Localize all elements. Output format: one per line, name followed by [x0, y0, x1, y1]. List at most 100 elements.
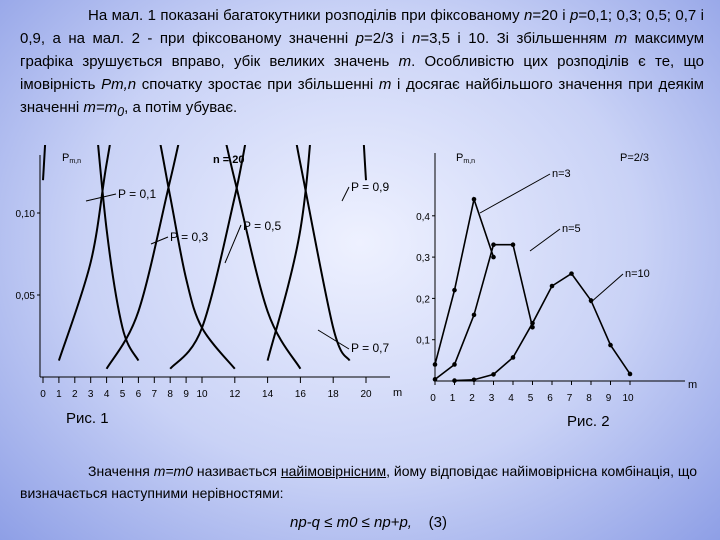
data-point: [510, 242, 516, 248]
x-tick-label: 8: [167, 389, 173, 400]
x-tick-label: 3: [489, 393, 495, 404]
label-leader: [479, 173, 551, 214]
label-leader: [150, 236, 169, 245]
data-point: [510, 355, 516, 360]
curve-label-p09: P = 0,9: [351, 180, 389, 194]
definition-paragraph: Значення m=m0 називається найімовірнісни…: [20, 463, 698, 501]
series-line-1: [434, 243, 534, 380]
data-point: [452, 287, 457, 293]
curve-label-p03: P = 0,3: [170, 230, 208, 244]
figure-2-chart: 0 1 2 3 4 5 6 7 8 9 10 0,1 0,2 0,3 0,4 Pm,n P=2/3 m n=…: [416, 152, 697, 404]
text: =3,5 і 10. Зі збільшенням: [420, 30, 615, 47]
series-line-1: [57, 145, 236, 370]
data-point: [530, 320, 535, 326]
data-point: [471, 196, 477, 202]
var-m: m: [614, 30, 628, 47]
label-leader: [317, 329, 350, 350]
label-leader: [589, 273, 624, 304]
intro-paragraph: На мал. 1 показані багатокутники розподі…: [20, 4, 704, 124]
y-tick-label: 0,10: [16, 209, 36, 220]
x-tick-label: 5: [120, 389, 126, 400]
figure-2-caption: Рис. 2: [567, 413, 610, 430]
x-tick-label: 9: [606, 393, 612, 404]
series-line-3: [169, 145, 351, 370]
formula-number: (3): [428, 514, 447, 531]
chart-title: P=2/3: [620, 152, 649, 164]
data-point: [432, 362, 438, 367]
curve-label-n5: n=5: [562, 223, 581, 235]
data-point: [471, 312, 477, 318]
figure-1-chart: 01234567891012141618200,050,100,150,200,…: [16, 145, 402, 400]
var-p: p: [569, 7, 579, 24]
text: . Особливістю цих розподілів є те, що ім…: [20, 53, 704, 93]
var-pmn: Pm,n: [101, 76, 137, 93]
text: спочатку зростає при збільшенні: [136, 76, 379, 93]
var-m0: m=m0: [153, 463, 193, 479]
data-point: [491, 372, 496, 377]
var-m: m: [398, 53, 412, 70]
y-tick-label: 0,1: [416, 336, 430, 347]
x-tick-label: 0: [40, 389, 46, 400]
x-tick-label: 7: [567, 393, 573, 404]
formula-expression: np-q ≤ m0 ≤ np+p,: [290, 514, 412, 531]
var-p: p: [355, 30, 365, 47]
x-tick-label: 6: [547, 393, 553, 404]
x-tick-label: 14: [262, 389, 274, 400]
series-line-4: [266, 145, 367, 361]
data-point: [569, 271, 574, 276]
figure-2-axes: 0 1 2 3 4 5 6 7 8 9 10 0,1 0,2 0,3 0,4: [416, 153, 685, 404]
chart-title: n = 20: [213, 154, 245, 166]
x-tick-label: 7: [152, 389, 158, 400]
curve-label-p07: P = 0,7: [351, 341, 389, 355]
x-tick-label: 2: [72, 389, 78, 400]
x-tick-label: 3: [88, 389, 94, 400]
var-m-eq: m=m0: [83, 99, 125, 119]
data-point: [491, 254, 496, 260]
y-tick-label: 0,4: [416, 212, 430, 223]
x-tick-label: 16: [295, 389, 307, 400]
label-leader: [85, 193, 117, 202]
data-point: [452, 362, 457, 367]
curve-label-n3: n=3: [552, 168, 571, 180]
x-tick-label: 8: [586, 393, 592, 404]
series-line-2: [454, 272, 631, 382]
underlined-term: найімовірнісним: [280, 463, 387, 479]
y-tick-label: 0,3: [416, 253, 430, 264]
text: =2/3 і: [364, 30, 412, 47]
data-point: [491, 242, 496, 248]
series-line-0: [434, 196, 495, 365]
label-leader: [341, 186, 350, 202]
figure-1-axes: 01234567891012141618200,050,100,150,200,…: [16, 155, 390, 400]
x-tick-label: 9: [183, 389, 189, 400]
y-axis-label: Pm,n: [62, 152, 81, 165]
data-point: [549, 283, 555, 289]
curve-label-n10: n=10: [625, 268, 650, 280]
x-tick-label: 0: [430, 393, 436, 404]
x-tick-label: 6: [136, 389, 142, 400]
x-axis-label: m: [393, 387, 402, 399]
y-tick-label: 0,05: [16, 291, 36, 302]
data-point: [452, 378, 457, 383]
x-tick-label: 20: [360, 389, 372, 400]
x-tick-label: 1: [450, 393, 456, 404]
label-leader: [529, 228, 561, 252]
text: і досягає найбільшого значення при деякі…: [20, 76, 704, 116]
data-point: [627, 371, 633, 377]
series-line-2: [105, 145, 302, 370]
x-tick-label: 5: [528, 393, 534, 404]
figure-1-curves: [42, 145, 367, 370]
var-n: n: [524, 7, 533, 24]
text: =20 і: [532, 7, 570, 24]
label-leader: [224, 224, 242, 264]
text: =0,1; 0,3; 0,5; 0,7 і 0,9, а на мал. 2 -…: [20, 7, 704, 47]
curve-label-p01: P = 0,1: [118, 187, 156, 201]
series-line-0: [42, 145, 140, 362]
text: На мал. 1 показані багатокутники розподі…: [88, 7, 524, 24]
x-tick-label: 2: [469, 393, 475, 404]
y-tick-label: 0,2: [416, 294, 430, 305]
x-tick-label: 18: [328, 389, 340, 400]
x-tick-label: 4: [104, 389, 110, 400]
data-point: [608, 342, 613, 348]
figure-2-curves: [432, 173, 633, 383]
x-axis-label: m: [688, 379, 697, 391]
